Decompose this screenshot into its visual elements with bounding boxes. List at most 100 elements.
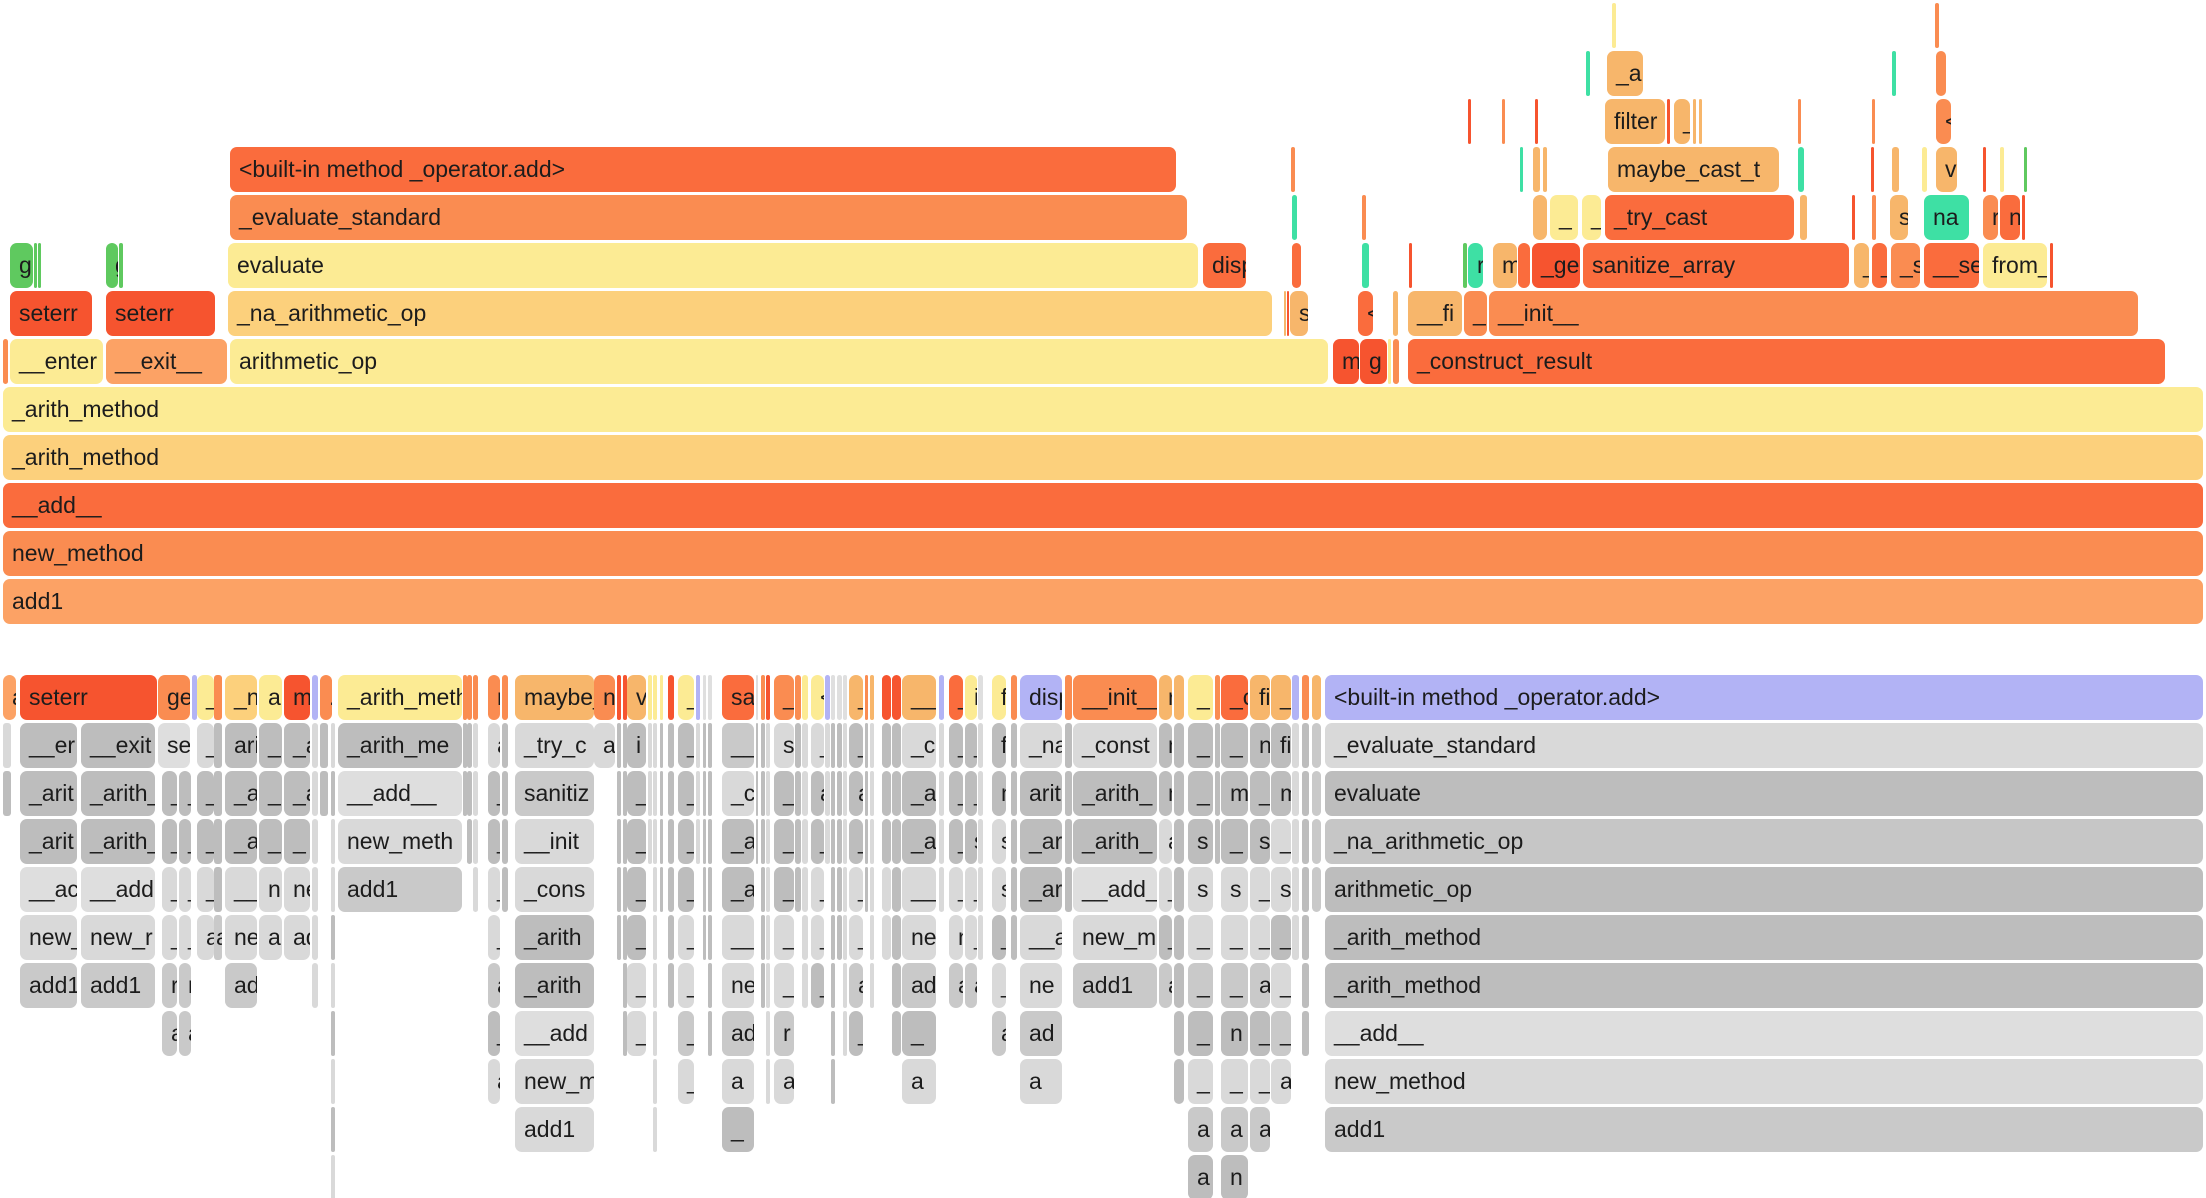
caller-frame-bar[interactable] [761,819,765,864]
caller-frame-bar[interactable]: fi [1271,723,1291,768]
caller-frame-bar[interactable]: _ [992,915,1006,960]
caller-frame-bar[interactable] [831,771,835,816]
caller-frame-bar[interactable]: __ [225,867,257,912]
caller-frame-bar[interactable]: _ [774,771,794,816]
caller-frame-bar[interactable] [668,771,674,816]
caller-frame-bar[interactable] [870,915,874,960]
caller-frame-bar[interactable]: a [197,915,214,960]
caller-frame-bar[interactable] [865,723,868,768]
caller-frame-bar[interactable]: _ [1221,963,1248,1008]
leaf-frame-bar[interactable] [1302,675,1309,720]
caller-frame-bar[interactable] [1174,867,1184,912]
caller-frame-bar[interactable] [320,723,328,768]
caller-frame-bar[interactable] [1292,723,1299,768]
caller-frame-bar[interactable] [653,867,657,912]
caller-frame-bar[interactable]: a [1250,963,1270,1008]
caller-frame-bar[interactable] [825,723,830,768]
caller-frame-bar[interactable]: ad [225,963,257,1008]
caller-frame-bar[interactable] [870,723,874,768]
caller-frame-bar[interactable] [766,819,770,864]
caller-frame-bar[interactable]: _try_c [515,723,594,768]
frame-bar[interactable] [38,243,41,288]
caller-frame-bar[interactable] [802,963,808,1008]
caller-frame-bar[interactable] [939,819,944,864]
leaf-frame-bar[interactable] [1174,675,1184,720]
caller-frame-bar[interactable]: _ [849,867,863,912]
caller-frame-bar[interactable] [761,915,765,960]
frame-bar[interactable]: add1 [3,579,2203,624]
caller-frame-bar[interactable] [766,867,770,912]
frame-bar[interactable] [1936,51,1946,96]
leaf-frame-bar[interactable] [623,675,627,720]
caller-frame-bar[interactable]: _ [197,819,214,864]
leaf-frame-bar[interactable] [192,675,197,720]
frame-bar[interactable]: m [1333,339,1359,384]
leaf-frame-bar[interactable]: m [284,675,310,720]
caller-frame-bar[interactable] [1011,819,1017,864]
caller-frame-bar[interactable] [1292,819,1299,864]
caller-frame-bar[interactable] [843,723,847,768]
caller-frame-bar[interactable]: _ [1250,1011,1270,1056]
caller-frame-bar[interactable]: _ [678,867,694,912]
caller-frame-bar[interactable]: _ [627,867,646,912]
caller-frame-bar[interactable]: n [1221,1011,1248,1056]
caller-frame-bar[interactable]: a [488,963,500,1008]
frame-bar[interactable] [1892,147,1899,192]
caller-frame-bar[interactable]: _ [1271,1011,1291,1056]
leaf-frame-bar[interactable]: _ [197,675,214,720]
caller-frame-bar[interactable]: n [1250,723,1270,768]
leaf-frame-bar[interactable]: __finalize [902,675,936,720]
caller-frame-bar[interactable] [837,915,842,960]
caller-frame-bar[interactable]: sanitiz [515,771,594,816]
leaf-frame-bar[interactable] [1011,675,1017,720]
frame-bar[interactable]: _ge [1532,243,1580,288]
caller-frame-bar[interactable] [882,915,891,960]
leaf-frame-bar[interactable] [312,675,318,720]
caller-frame-bar[interactable]: _ [259,723,282,768]
caller-frame-bar[interactable] [463,723,467,768]
caller-frame-bar[interactable]: _a [225,771,257,816]
caller-frame-bar[interactable]: _ar [1020,867,1062,912]
caller-frame-bar[interactable]: __ [722,915,754,960]
leaf-frame-bar[interactable] [843,675,847,720]
caller-frame-bar[interactable]: __add_ [1073,867,1157,912]
caller-frame-bar[interactable]: _ [197,723,214,768]
caller-frame-bar[interactable] [617,771,621,816]
caller-frame-bar[interactable] [3,723,11,768]
frame-bar[interactable] [1533,147,1540,192]
caller-frame-bar[interactable] [865,819,868,864]
leaf-frame-bar[interactable]: r [1159,675,1172,720]
caller-frame-bar[interactable] [870,963,874,1008]
leaf-frame-bar[interactable]: a [259,675,282,720]
caller-frame-bar[interactable]: _ [1221,819,1248,864]
caller-frame-bar[interactable]: add1 [1073,963,1157,1008]
caller-frame-bar[interactable]: _ [259,819,282,864]
caller-frame-bar[interactable]: _ [627,1011,646,1056]
caller-frame-bar[interactable]: n [1159,723,1172,768]
caller-frame-bar[interactable]: a [965,963,977,1008]
caller-frame-bar[interactable] [1302,867,1309,912]
caller-frame-bar[interactable] [623,915,627,960]
caller-frame-bar[interactable] [467,771,472,816]
frame-bar[interactable] [1287,291,1289,336]
caller-frame-bar[interactable] [766,771,770,816]
caller-frame-bar[interactable] [617,915,621,960]
caller-frame-bar[interactable] [668,819,674,864]
frame-bar[interactable]: __exit__ [106,339,227,384]
caller-frame-bar[interactable] [1174,771,1184,816]
frame-bar[interactable]: g [1360,339,1387,384]
caller-frame-bar[interactable] [331,867,335,912]
frame-bar[interactable] [1871,147,1874,192]
frame-bar[interactable]: _arith_method [3,435,2203,480]
leaf-frame-bar[interactable]: _construct [1221,675,1248,720]
caller-frame-bar[interactable] [1011,771,1017,816]
leaf-frame-bar[interactable] [648,675,652,720]
caller-frame-bar[interactable] [870,819,874,864]
caller-frame-bar[interactable] [473,867,478,912]
leaf-frame-bar[interactable] [617,675,621,720]
frame-bar[interactable] [1362,243,1369,288]
caller-frame-bar[interactable] [865,867,868,912]
caller-frame-bar[interactable] [653,771,657,816]
caller-frame-bar[interactable]: new_ [20,915,77,960]
caller-frame-bar[interactable] [1302,1011,1309,1056]
